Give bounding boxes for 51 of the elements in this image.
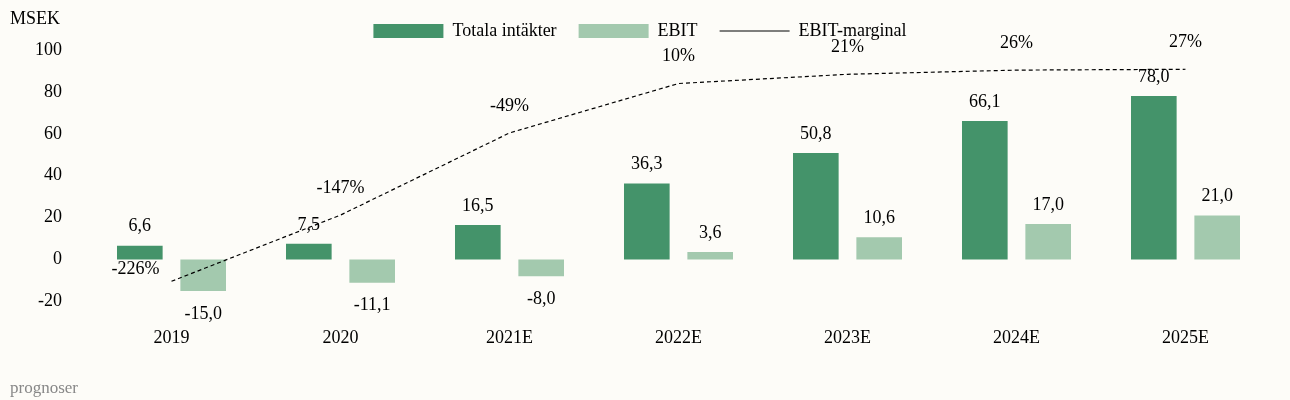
data-label: 50,8 <box>800 122 832 143</box>
y-axis-title: MSEK <box>10 7 61 28</box>
data-label: 10,6 <box>863 207 895 228</box>
y-tick-label: 0 <box>53 248 62 269</box>
x-tick-label: 2024E <box>993 326 1040 347</box>
x-tick-label: 2021E <box>486 326 533 347</box>
data-label: -49% <box>490 94 529 115</box>
y-tick-label: 100 <box>35 38 62 59</box>
data-label: 21,0 <box>1201 185 1233 206</box>
data-label: 17,0 <box>1032 193 1064 214</box>
bar <box>962 121 1008 260</box>
data-label: 26% <box>1000 31 1033 52</box>
y-tick-label: -20 <box>38 290 62 311</box>
y-tick-label: 20 <box>44 206 62 227</box>
x-tick-label: 2025E <box>1162 326 1209 347</box>
data-label: 66,1 <box>969 90 1001 111</box>
x-tick-label: 2023E <box>824 326 871 347</box>
x-tick-label: 2019 <box>153 326 190 347</box>
legend-label: EBIT <box>657 19 698 40</box>
y-tick-label: 60 <box>44 122 62 143</box>
bar <box>687 251 733 260</box>
data-label: 3,6 <box>698 221 722 242</box>
bar <box>349 259 395 283</box>
data-label: 7,5 <box>297 213 321 234</box>
bar <box>180 259 226 291</box>
x-tick-label: 2020 <box>322 326 359 347</box>
legend-label: Totala intäkter <box>452 19 557 40</box>
bar <box>455 224 501 260</box>
bar <box>117 245 163 260</box>
data-label: 6,6 <box>128 215 152 236</box>
bar <box>1194 215 1240 260</box>
data-label: -226% <box>111 258 160 279</box>
bar <box>624 183 670 260</box>
bar <box>286 243 332 260</box>
data-label: 10% <box>662 45 695 66</box>
bar <box>1025 223 1071 260</box>
x-tick-label: 2022E <box>655 326 702 347</box>
y-tick-label: 80 <box>44 80 62 101</box>
data-label: 27% <box>1169 31 1202 52</box>
data-label: -11,1 <box>353 294 391 315</box>
text: prognoser <box>10 378 78 398</box>
data-label: 36,3 <box>631 153 663 174</box>
bar <box>1131 96 1177 260</box>
data-label: 16,5 <box>462 194 494 215</box>
bar <box>518 259 564 277</box>
y-tick-label: 40 <box>44 164 62 185</box>
data-label: -8,0 <box>526 287 556 308</box>
data-label: -147% <box>316 176 365 197</box>
bar <box>793 153 839 260</box>
data-label: -15,0 <box>184 302 222 323</box>
bar <box>856 237 902 260</box>
